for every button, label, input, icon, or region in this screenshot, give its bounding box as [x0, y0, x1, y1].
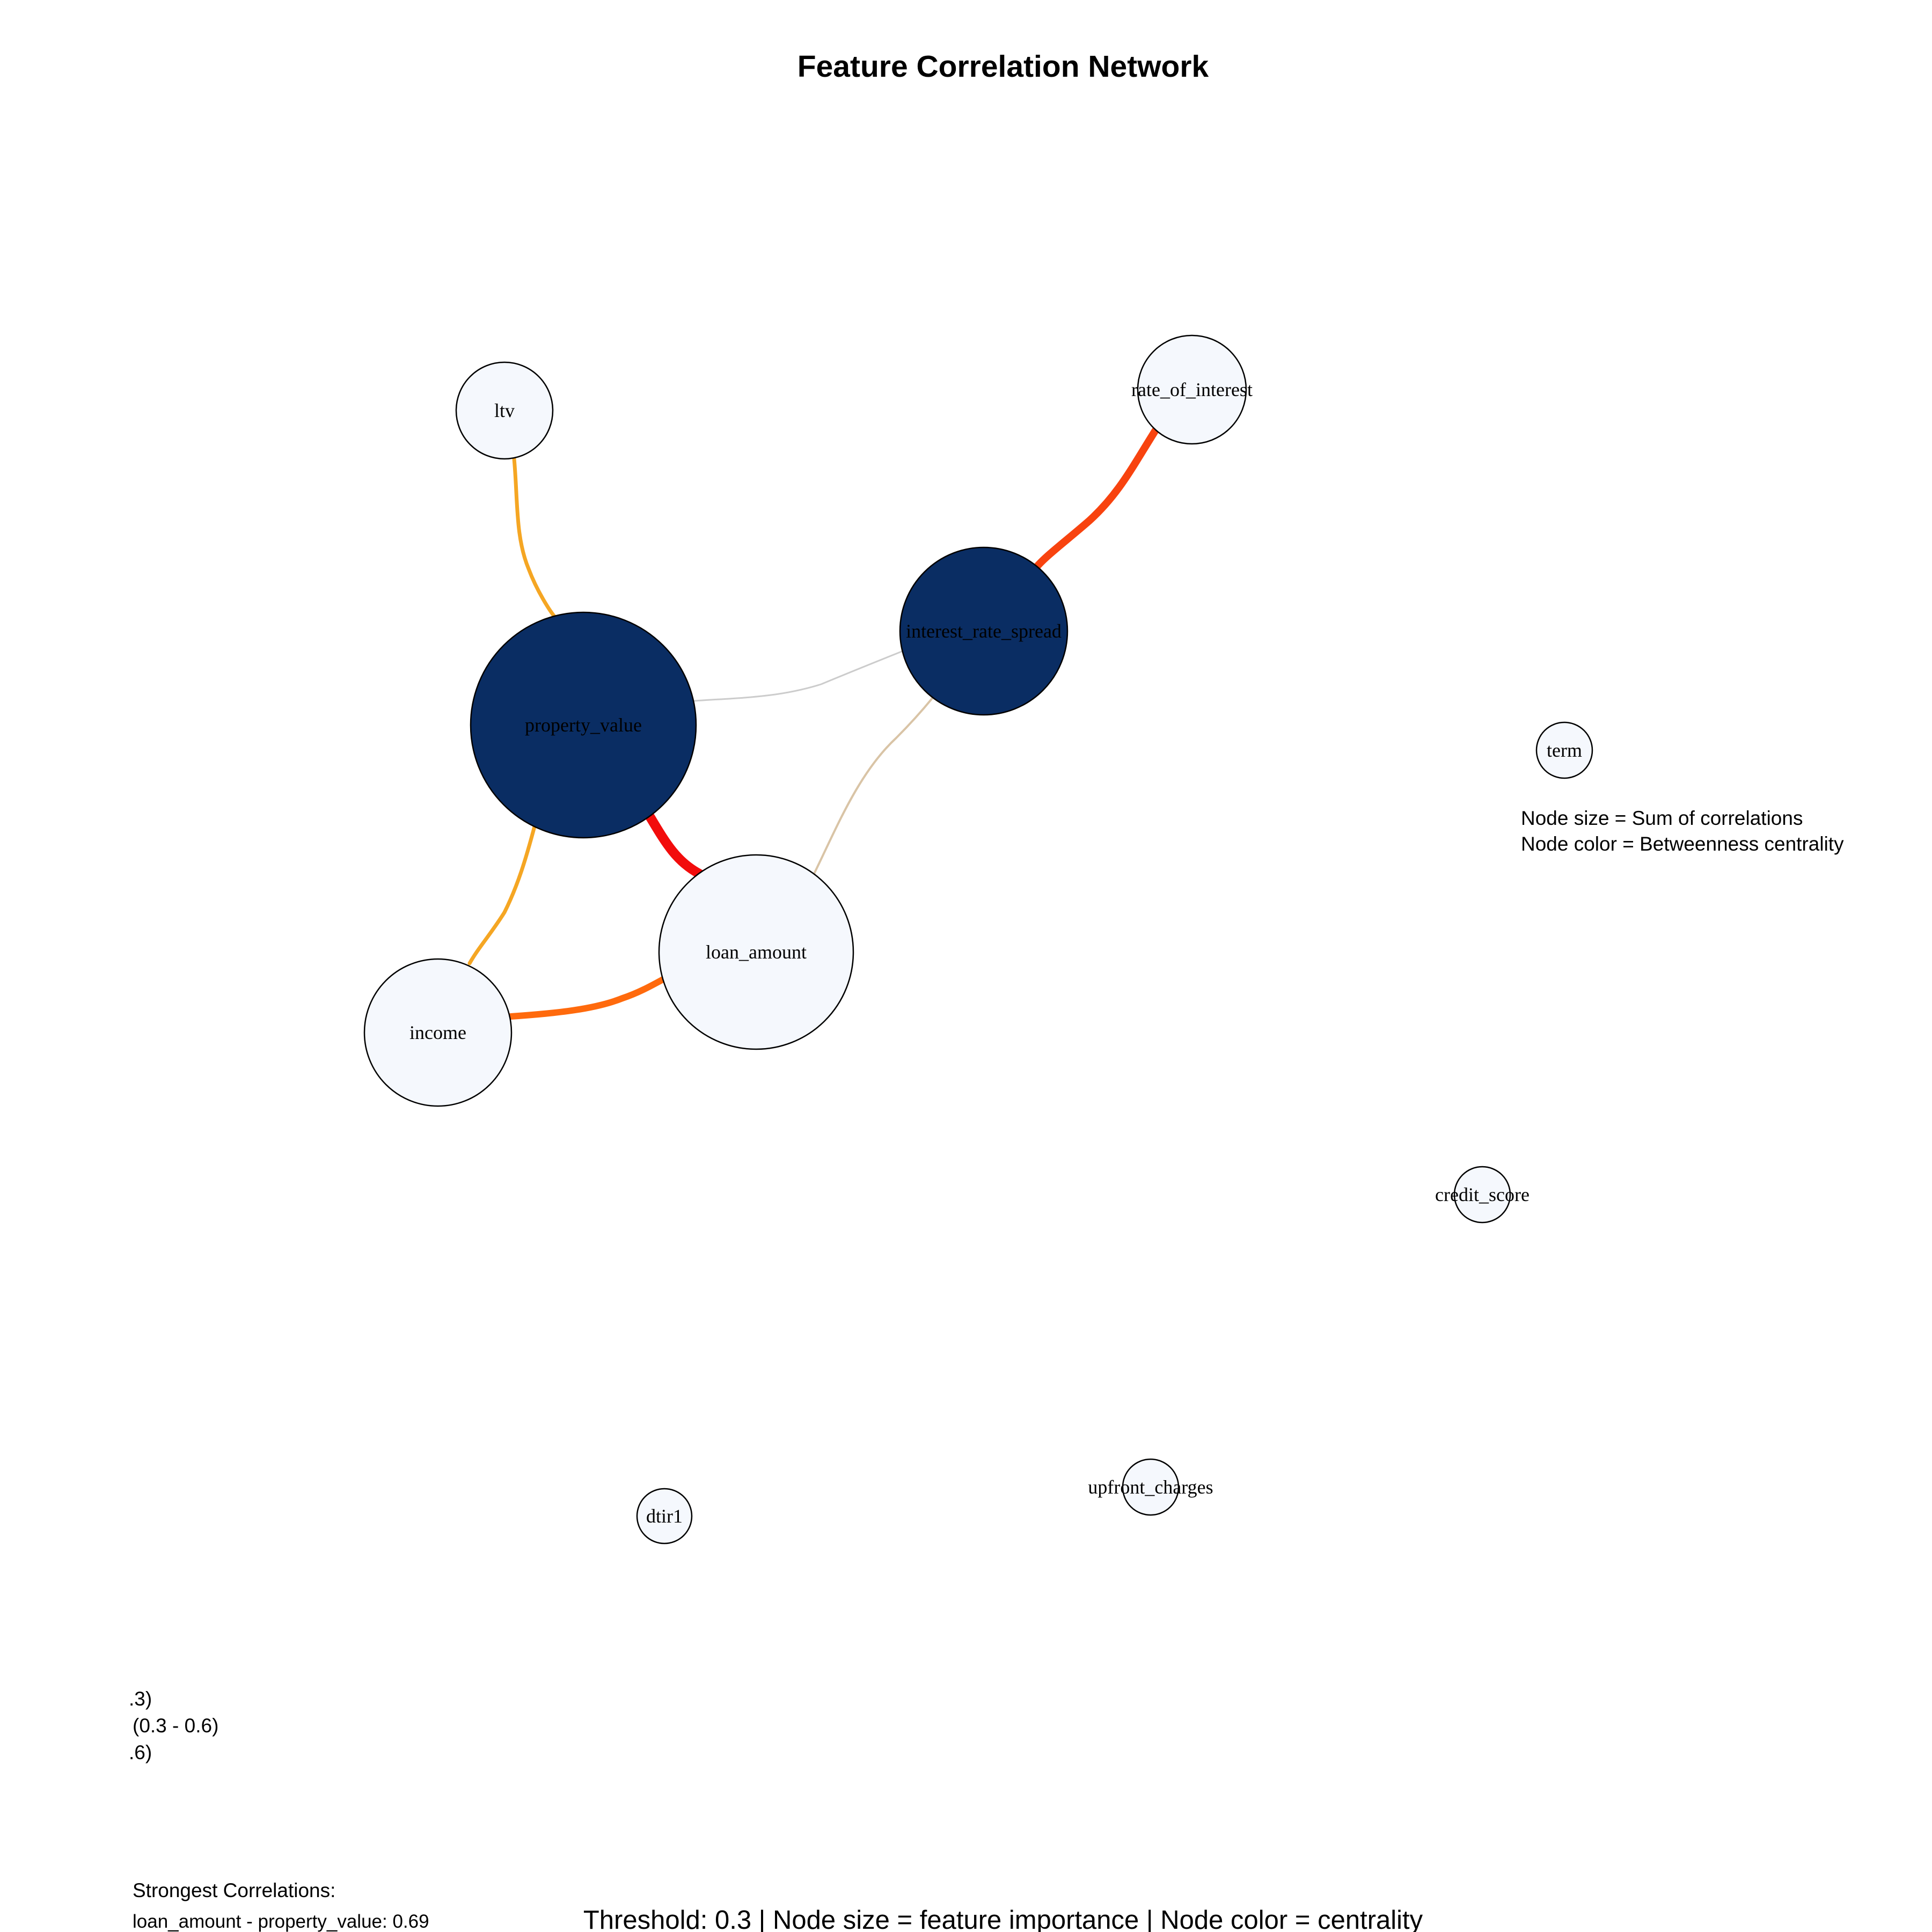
- diagram-title: Feature Correlation Network: [797, 49, 1209, 84]
- node-upfront_charges: upfront_charges: [1088, 1458, 1213, 1516]
- node-label-interest_rate_spread: interest_rate_spread: [906, 620, 1062, 642]
- node-circle-credit_score: [1453, 1166, 1511, 1224]
- node-label-credit_score: credit_score: [1435, 1184, 1529, 1205]
- node-size-legend: Node size = Sum of correlations: [1521, 807, 1803, 829]
- node-circle-loan_amount: [658, 854, 854, 1050]
- edge-legend-strong: .6): [129, 1741, 152, 1763]
- node-label-income: income: [409, 1022, 466, 1043]
- node-term: term: [1535, 721, 1593, 779]
- node-credit_score: credit_score: [1435, 1166, 1529, 1224]
- edge-property_value-loan_amount: [645, 811, 704, 879]
- node-income: income: [363, 958, 513, 1107]
- strongest-correlations-heading: Strongest Correlations:: [133, 1879, 335, 1901]
- edge-income-loan_amount: [508, 976, 667, 1020]
- node-circle-interest_rate_spread: [899, 546, 1069, 716]
- edges-layer: [467, 427, 1159, 1020]
- edge-legend-weak: .3): [129, 1688, 152, 1710]
- node-label-property_value: property_value: [525, 714, 642, 736]
- node-label-ltv: ltv: [494, 400, 515, 421]
- node-label-dtir1: dtir1: [646, 1505, 683, 1527]
- node-circle-property_value: [470, 611, 697, 839]
- node-circle-dtir1: [636, 1488, 693, 1545]
- node-interest_rate_spread: interest_rate_spread: [899, 546, 1069, 716]
- node-label-term: term: [1547, 740, 1582, 761]
- node-label-rate_of_interest: rate_of_interest: [1131, 379, 1253, 400]
- node-circle-term: [1535, 721, 1593, 779]
- node-circle-income: [363, 958, 513, 1107]
- strongest-correlation-item: loan_amount - property_value: 0.69: [133, 1911, 429, 1932]
- edge-ltv-property_value: [512, 457, 558, 620]
- node-rate_of_interest: rate_of_interest: [1131, 334, 1253, 445]
- node-circle-rate_of_interest: [1137, 334, 1247, 445]
- node-dtir1: dtir1: [636, 1488, 693, 1545]
- edge-property_value-interest_rate_spread: [693, 648, 908, 702]
- node-circle-upfront_charges: [1122, 1458, 1180, 1516]
- edge-property_value-income: [467, 824, 537, 965]
- node-property_value: property_value: [470, 611, 697, 839]
- edge-loan_amount-interest_rate_spread: [813, 697, 934, 875]
- node-ltv: ltv: [455, 361, 554, 460]
- node-color-legend: Node color = Betweenness centrality: [1521, 833, 1844, 855]
- nodes-layer: ltv rate_of_interest interest_rate_spreadp…: [363, 334, 1593, 1545]
- node-label-upfront_charges: upfront_charges: [1088, 1476, 1213, 1498]
- footer-caption: Threshold: 0.3 | Node size = feature imp…: [583, 1906, 1423, 1932]
- edge-rate_of_interest-interest_rate_spread: [1033, 427, 1159, 570]
- edge-legend-moderate: (0.3 - 0.6): [133, 1715, 218, 1737]
- node-loan_amount: loan_amount: [658, 854, 854, 1050]
- node-circle-ltv: [455, 361, 554, 460]
- node-label-loan_amount: loan_amount: [706, 941, 807, 963]
